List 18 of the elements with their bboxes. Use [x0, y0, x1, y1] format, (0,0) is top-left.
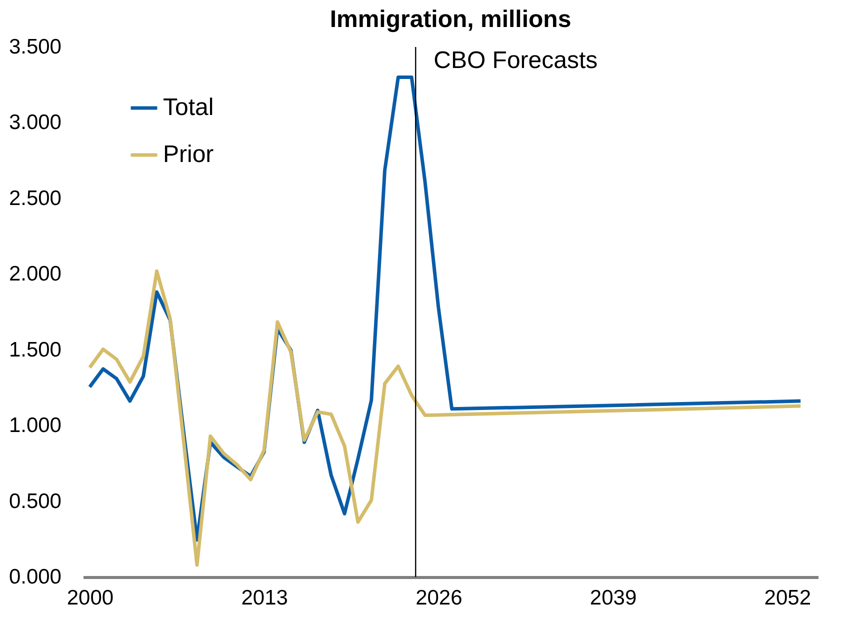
y-tick-label: 2.500: [8, 186, 62, 210]
x-tick-label: 2013: [241, 586, 288, 610]
ref-line-label: CBO Forecasts: [434, 47, 598, 74]
y-tick-label: 3.500: [8, 36, 62, 58]
legend-label: Prior: [163, 141, 214, 168]
y-tick-label: 0.000: [8, 566, 62, 588]
x-tick-label: 2039: [590, 586, 637, 610]
y-tick-label: 3.000: [8, 111, 62, 134]
line-series: [88, 269, 802, 567]
y-tick-label: 1.500: [8, 338, 62, 362]
x-tick-label: 2052: [764, 586, 812, 610]
x-tick-label: 2000: [66, 586, 114, 610]
y-tick-label: 2.000: [8, 262, 62, 286]
x-tick-label: 2026: [416, 586, 462, 610]
y-tick-label: 0.500: [8, 490, 62, 513]
chart-title: Immigration, millions: [330, 6, 572, 33]
legend-label: Total: [163, 94, 214, 121]
y-tick-label: 1.000: [8, 414, 62, 438]
